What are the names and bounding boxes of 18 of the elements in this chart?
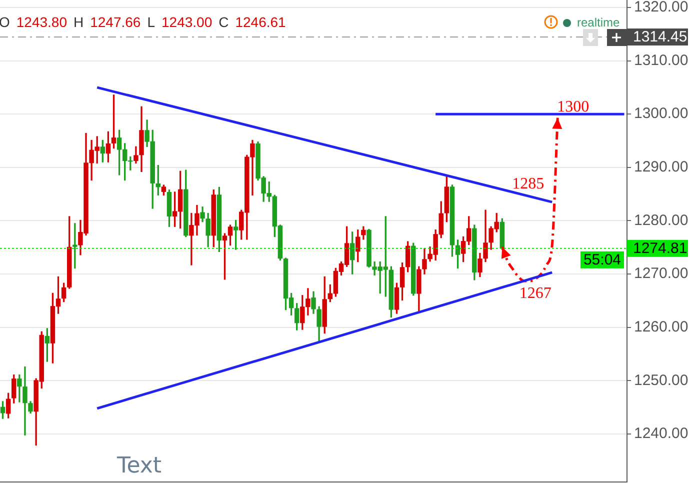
y-tick-label: 1270.00 [634, 265, 688, 282]
ref-line-label: 1314.45 [633, 28, 688, 46]
candlestick [22, 366, 28, 436]
y-tick-label: 1310.00 [634, 52, 688, 69]
annotation: 1300 [557, 98, 590, 116]
annotation: 55:04 [583, 252, 622, 269]
y-tick-label: 1290.00 [634, 158, 688, 176]
y-tick-label: 1260.00 [634, 318, 688, 336]
annotation: realtime [577, 15, 620, 30]
ref-line-label: 1274.81 [633, 240, 688, 258]
y-tick-label: 1240.00 [634, 425, 688, 442]
y-tick-label: 1280.00 [634, 212, 688, 229]
annotation: Text [116, 454, 162, 479]
y-tick-label: 1250.00 [634, 372, 688, 389]
text: O 1243.80 H 1247.66 L 1243.00 C 1246.61 [0, 14, 286, 30]
y-tick-label: 1300.00 [634, 105, 688, 122]
y-tick-label: 1320.00 [634, 0, 688, 16]
annotation: 1267 [519, 285, 552, 302]
